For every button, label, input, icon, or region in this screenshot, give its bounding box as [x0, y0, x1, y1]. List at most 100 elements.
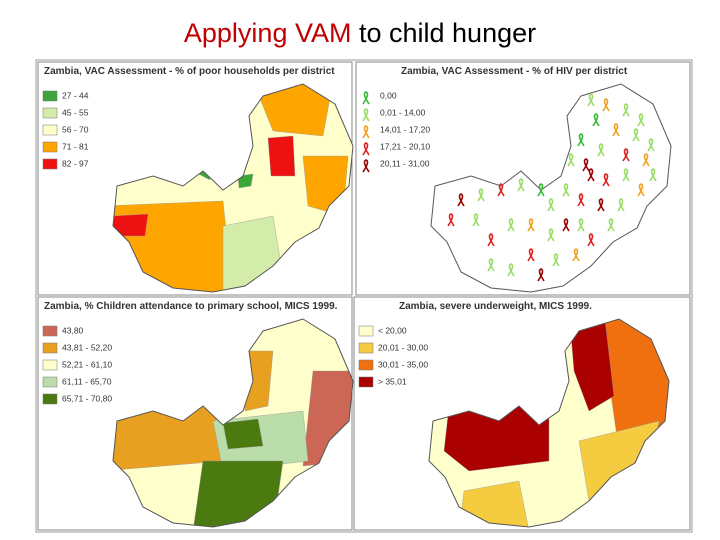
legend-label: 20,01 - 30,00 — [378, 342, 428, 352]
hiv-ribbon — [622, 103, 630, 117]
legend-swatch — [358, 376, 374, 388]
hiv-ribbon — [457, 193, 465, 207]
hiv-ribbon — [487, 258, 495, 272]
panel-title: Zambia, severe underweight, MICS 1999. — [399, 301, 592, 312]
hiv-ribbon — [587, 93, 595, 107]
hiv-ribbon — [577, 133, 585, 147]
hiv-ribbon — [577, 193, 585, 207]
hiv-ribbon — [592, 113, 600, 127]
legend-label: 61,11 - 65,70 — [62, 376, 112, 386]
hiv-ribbon — [637, 113, 645, 127]
legend-label: 14,01 - 17,20 — [380, 124, 430, 134]
legend-swatch — [42, 359, 58, 371]
hiv-ribbon — [577, 218, 585, 232]
title-highlight: Applying VAM — [184, 18, 352, 48]
district-region — [222, 418, 264, 450]
hiv-ribbon — [582, 158, 590, 172]
legend-label: 45 - 55 — [62, 107, 89, 117]
hiv-ribbon — [472, 213, 480, 227]
legend-label: 0,01 - 14,00 — [380, 107, 426, 117]
district-region — [267, 135, 296, 177]
legend-label: 71 - 81 — [62, 141, 89, 151]
hiv-ribbon — [567, 153, 575, 167]
legend-swatch — [42, 141, 58, 153]
hiv-ribbon — [637, 183, 645, 197]
title-rest: to child hunger — [359, 18, 536, 48]
legend-swatch — [358, 325, 374, 337]
district-region — [113, 213, 149, 237]
legend-label: 43,81 - 52,20 — [62, 342, 112, 352]
hiv-ribbon — [527, 218, 535, 232]
hiv-ribbon — [622, 148, 630, 162]
hiv-ribbon — [632, 128, 640, 142]
legend-swatch — [358, 359, 374, 371]
legend-ribbon — [362, 159, 370, 173]
legend-label: > 35,01 — [378, 376, 407, 386]
hiv-ribbon — [547, 228, 555, 242]
slide-title: Applying VAM to child hunger — [184, 18, 536, 48]
legend-label: 27 - 44 — [62, 90, 89, 100]
hiv-ribbon — [497, 183, 505, 197]
hiv-ribbon — [607, 218, 615, 232]
legend-swatch — [358, 342, 374, 354]
legend-label: 52,21 - 61,10 — [62, 359, 112, 369]
hiv-ribbon — [587, 168, 595, 182]
panel-title: Zambia, VAC Assessment - % of poor house… — [44, 66, 335, 77]
hiv-ribbon — [537, 183, 545, 197]
hiv-ribbon — [617, 198, 625, 212]
district-region — [252, 84, 334, 137]
legend-ribbon — [362, 142, 370, 156]
hiv-ribbon — [649, 168, 657, 182]
hiv-ribbon — [642, 153, 650, 167]
legend-swatch — [42, 342, 58, 354]
panel-title: Zambia, % Children attendance to primary… — [44, 301, 338, 312]
hiv-ribbon — [487, 233, 495, 247]
district-region — [237, 173, 254, 189]
legend-swatch — [42, 124, 58, 136]
legend-label: 56 - 70 — [62, 124, 89, 134]
map-panel: Zambia, % Children attendance to primary… — [37, 296, 354, 531]
legend-swatch — [42, 90, 58, 102]
hiv-ribbon — [527, 248, 535, 262]
panel-title: Zambia, VAC Assessment - % of HIV per di… — [401, 66, 628, 77]
hiv-ribbon — [552, 253, 560, 267]
hiv-ribbon — [612, 123, 620, 137]
legend-ribbon — [362, 91, 370, 105]
map-panel: Zambia, VAC Assessment - % of HIV per di… — [355, 61, 691, 296]
district-region — [568, 319, 615, 412]
map-panel: Zambia, VAC Assessment - % of poor house… — [37, 61, 354, 296]
hiv-ribbon — [507, 218, 515, 232]
legend-swatch — [42, 325, 58, 337]
hiv-ribbon — [597, 198, 605, 212]
legend-label: 43,80 — [62, 325, 84, 335]
map-panel: Zambia, severe underweight, MICS 1999. < … — [353, 296, 691, 531]
legend-label: < 20,00 — [378, 325, 407, 335]
legend-label: 82 - 97 — [62, 158, 89, 168]
hiv-ribbon — [517, 178, 525, 192]
legend-swatch — [42, 158, 58, 170]
hiv-ribbon — [602, 173, 610, 187]
hiv-ribbon — [537, 268, 545, 282]
legend-label: 65,71 - 70,80 — [62, 393, 112, 403]
legend-label: 17,21 - 20,10 — [380, 141, 430, 151]
hiv-ribbon — [597, 143, 605, 157]
legend-label: 30,01 - 35,00 — [378, 359, 428, 369]
legend-label: 0,00 — [380, 90, 397, 100]
legend-label: 20,11 - 31,00 — [380, 158, 430, 168]
hiv-ribbon — [562, 183, 570, 197]
hiv-ribbon — [647, 138, 655, 152]
hiv-ribbon — [547, 198, 555, 212]
frame — [35, 59, 693, 533]
hiv-ribbon — [572, 248, 580, 262]
legend-ribbon — [362, 108, 370, 122]
hiv-ribbon — [447, 213, 455, 227]
hiv-ribbon — [477, 188, 485, 202]
hiv-ribbon — [622, 168, 630, 182]
legend-swatch — [42, 107, 58, 119]
hiv-ribbon — [587, 233, 595, 247]
hiv-ribbon — [602, 98, 610, 112]
legend-ribbon — [362, 125, 370, 139]
hiv-ribbon — [562, 218, 570, 232]
